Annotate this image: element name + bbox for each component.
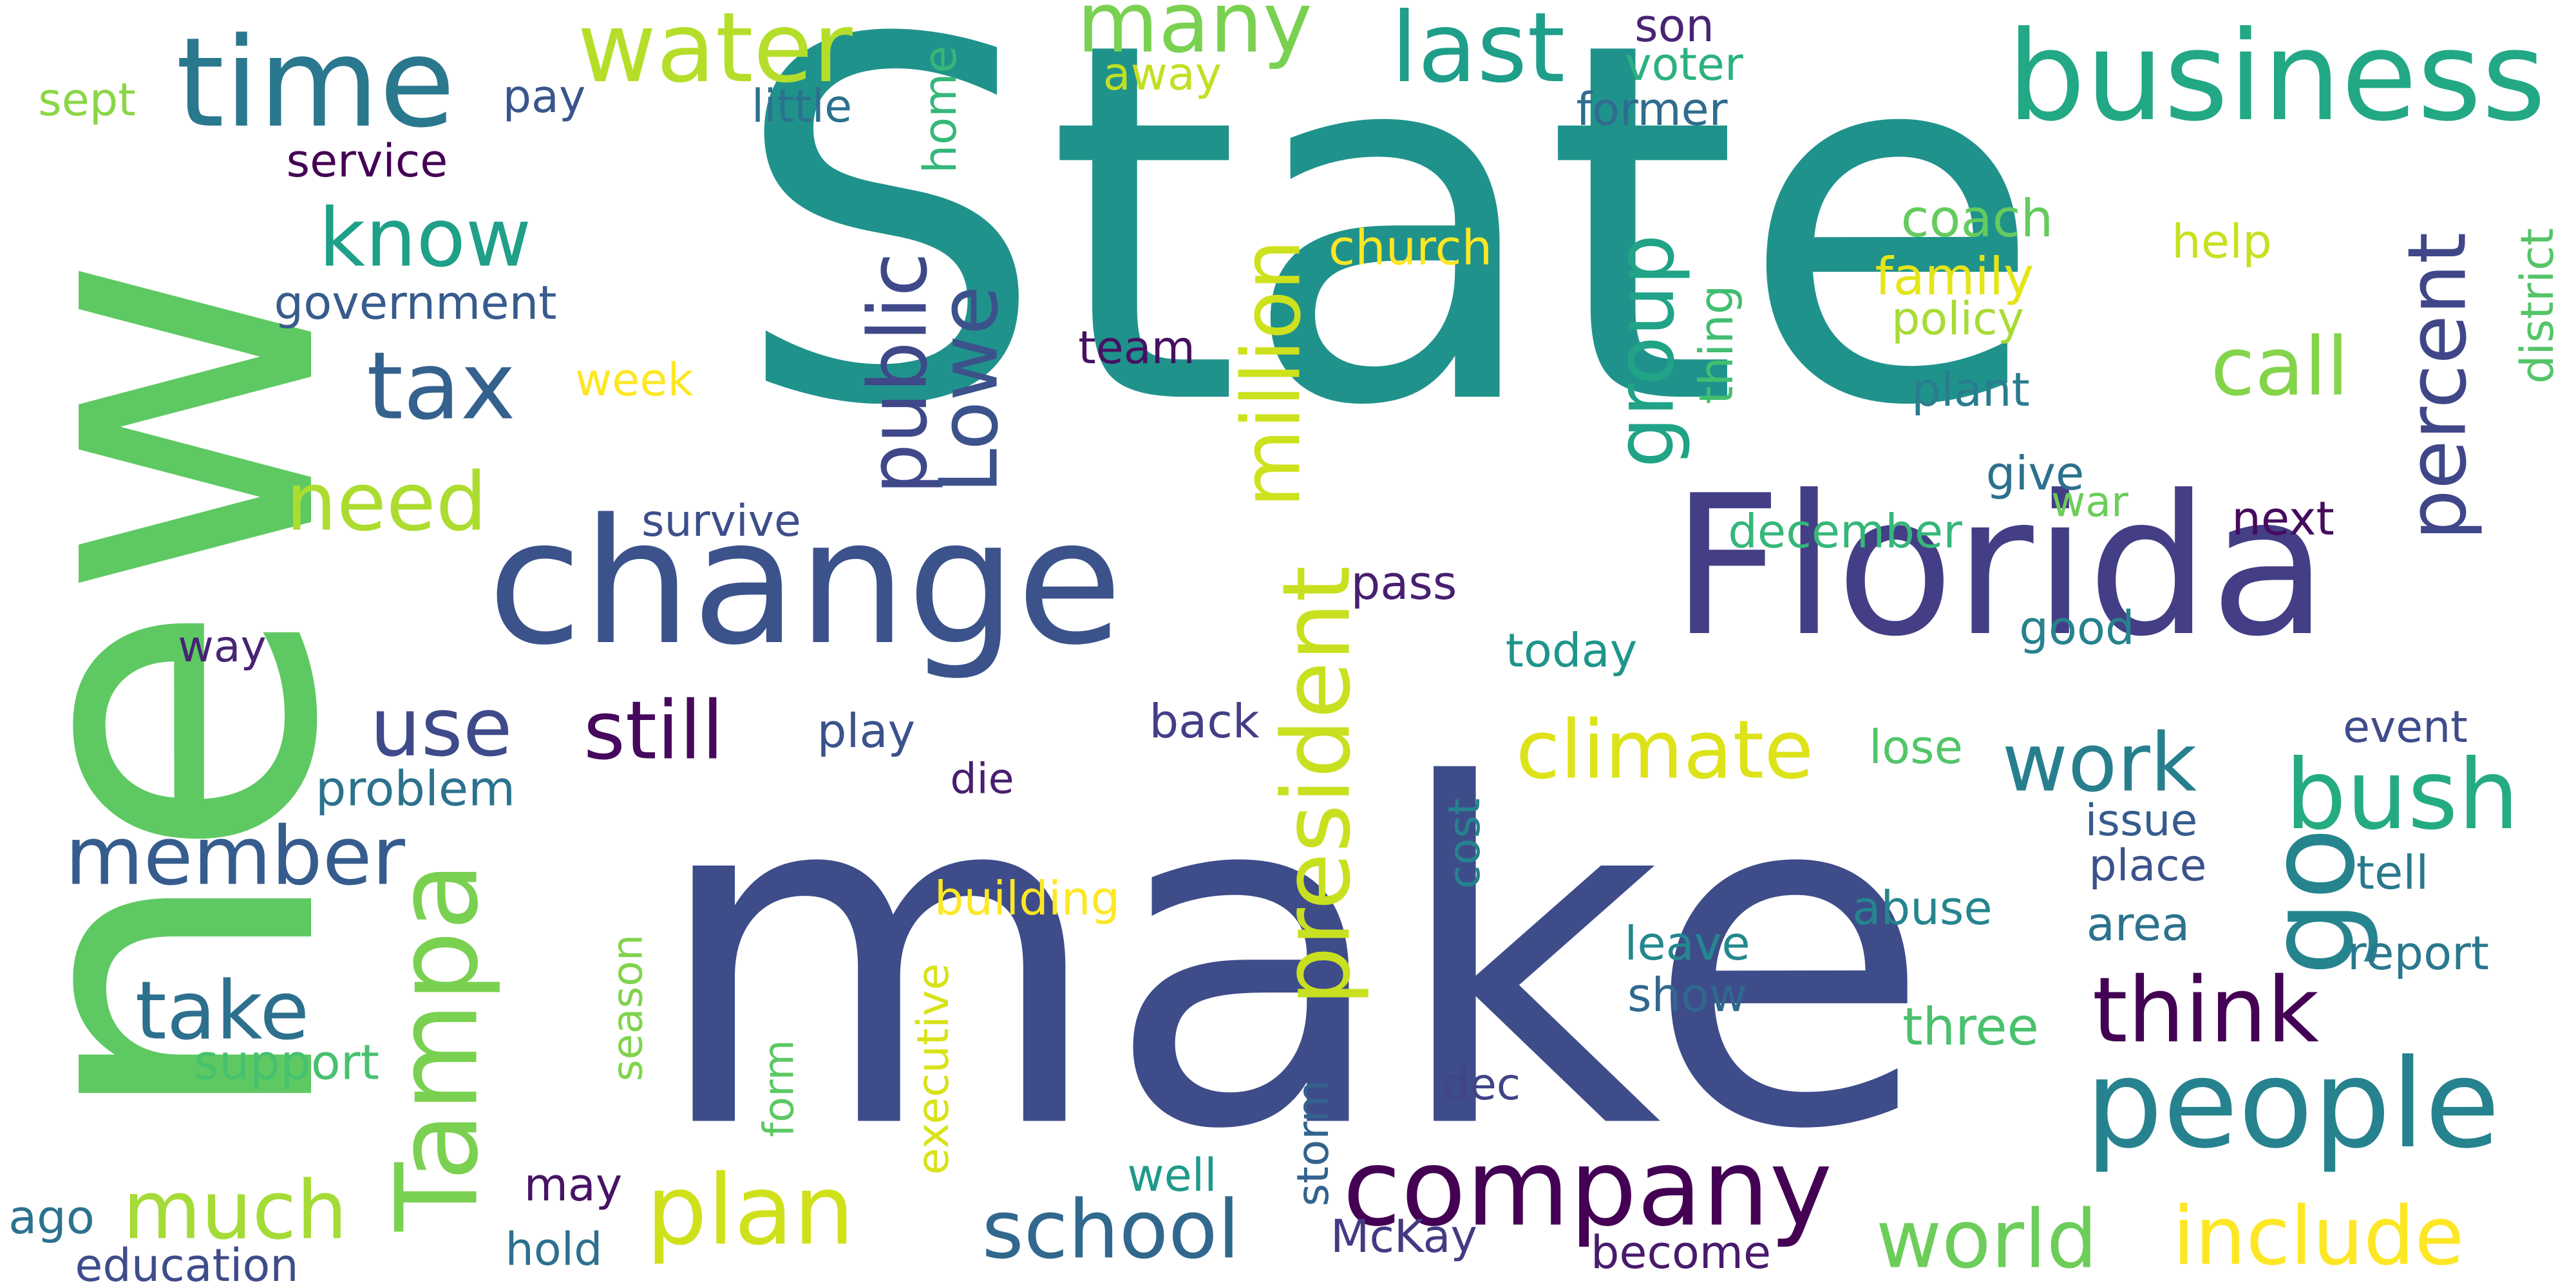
word-abuse: abuse — [1852, 881, 1993, 935]
word-show: show — [1627, 968, 1748, 1022]
word-president: president — [1262, 565, 1372, 1006]
word-water: water — [577, 0, 853, 104]
word-survive: survive — [641, 496, 801, 547]
word-sept: sept — [38, 73, 136, 126]
word-give: give — [1985, 446, 2085, 500]
word-week: week — [575, 354, 694, 406]
word-service: service — [286, 135, 448, 187]
word-church: church — [1328, 219, 1493, 276]
word-million: million — [1225, 239, 1319, 508]
word-make: make — [650, 687, 1933, 1231]
word-pass: pass — [1350, 556, 1457, 610]
word-use: use — [370, 681, 513, 775]
word-ago: ago — [8, 1190, 95, 1244]
word-world: world — [1875, 1193, 2098, 1287]
word-become: become — [1590, 1226, 1772, 1279]
word-group: group — [1598, 234, 1692, 468]
word-mckay: McKay — [1331, 1210, 1477, 1263]
word-education: education — [75, 1239, 299, 1288]
word-call: call — [2210, 320, 2349, 414]
word-next: next — [2231, 491, 2334, 545]
word-season: season — [603, 934, 652, 1082]
word-need: need — [285, 455, 488, 549]
word-member: member — [64, 810, 406, 904]
word-thing: thing — [1689, 285, 1743, 404]
word-area: area — [2086, 897, 2190, 951]
word-report: report — [2347, 926, 2489, 980]
word-company: company — [1342, 1126, 1833, 1250]
word-climate: climate — [1515, 703, 1814, 797]
word-percent: percent — [2391, 232, 2485, 541]
word-change: change — [487, 482, 1123, 683]
word-away: away — [1103, 48, 1222, 100]
word-pay: pay — [502, 70, 586, 123]
word-plan: plan — [646, 1155, 855, 1267]
word-work: work — [2002, 716, 2197, 810]
word-form: form — [755, 1039, 804, 1137]
word-many: many — [1077, 0, 1312, 71]
word-today: today — [1505, 623, 1638, 677]
word-die: die — [950, 755, 1014, 804]
word-little: little — [751, 80, 853, 133]
word-lowe: Lowe — [922, 285, 1016, 494]
word-son: son — [1634, 0, 1714, 52]
word-home: home — [914, 45, 967, 174]
word-district: district — [2511, 228, 2564, 384]
word-well: well — [1127, 1149, 1217, 1202]
word-tax: tax — [366, 332, 516, 441]
word-tampa: Tampa — [372, 862, 504, 1231]
word-people: people — [2085, 1033, 2501, 1175]
word-storm: storm — [1288, 1079, 1339, 1207]
word-play: play — [817, 704, 916, 758]
word-back: back — [1149, 694, 1260, 748]
word-voter: voter — [1625, 38, 1743, 91]
word-family: family — [1875, 247, 2034, 307]
word-coach: coach — [1900, 189, 2054, 249]
word-time: time — [176, 12, 455, 155]
word-executive: executive — [908, 963, 959, 1175]
word-may: may — [524, 1159, 623, 1211]
word-tell: tell — [2356, 846, 2429, 900]
word-december: december — [1728, 504, 1962, 558]
word-event: event — [2343, 702, 2468, 753]
word-hold: hold — [505, 1223, 603, 1276]
word-policy: policy — [1891, 292, 2025, 345]
word-much: much — [122, 1164, 348, 1258]
word-place: place — [2088, 840, 2207, 891]
word-plant: plant — [1911, 363, 2030, 417]
word-state: State — [731, 0, 2045, 514]
word-team: team — [1078, 321, 1195, 374]
word-business: business — [2007, 5, 2546, 149]
word-school: school — [981, 1183, 1240, 1277]
word-building: building — [934, 871, 1121, 925]
word-good: good — [2019, 601, 2135, 655]
word-know: know — [318, 191, 532, 285]
word-way: way — [178, 621, 267, 672]
word-former: former — [1576, 83, 1728, 136]
word-leave: leave — [1624, 916, 1750, 971]
word-help: help — [2172, 214, 2272, 269]
word-take: take — [135, 964, 310, 1058]
word-still: still — [583, 684, 724, 778]
word-florida: Florida — [1671, 454, 2329, 679]
word-support: support — [194, 1034, 379, 1091]
word-include: include — [2172, 1189, 2465, 1283]
word-problem: problem — [315, 760, 516, 817]
word-lose: lose — [1869, 720, 1963, 774]
word-war: war — [2051, 478, 2128, 527]
word-government: government — [274, 276, 557, 330]
word-bush: bush — [2285, 739, 2519, 851]
word-issue: issue — [2085, 795, 2198, 846]
word-think: think — [2092, 958, 2320, 1063]
word-cost: cost — [1439, 798, 1490, 889]
word-last: last — [1390, 0, 1566, 104]
word-three: three — [1902, 997, 2039, 1057]
word-dec: dec — [1441, 1059, 1521, 1110]
